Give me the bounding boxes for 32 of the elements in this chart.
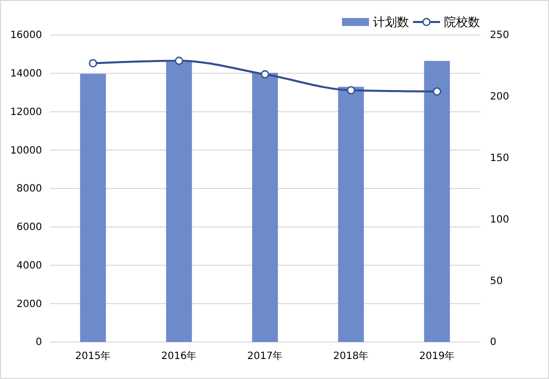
legend-label: 院校数 bbox=[444, 15, 480, 29]
point bbox=[174, 56, 184, 65]
x-tick-label: 2018年 bbox=[333, 350, 369, 362]
point bbox=[346, 86, 356, 94]
y-tick-label: 14000 bbox=[10, 68, 42, 80]
y-tick-label: 4000 bbox=[16, 260, 42, 272]
y-tick-label: 8000 bbox=[16, 184, 42, 195]
y-tick-label: 16000 bbox=[10, 30, 42, 42]
point bbox=[88, 59, 98, 68]
y2-tick-label: 200 bbox=[490, 92, 510, 103]
y2-tick-label: 250 bbox=[490, 30, 510, 42]
y2-tick-label: 50 bbox=[490, 276, 503, 287]
bar bbox=[80, 74, 106, 342]
bar bbox=[338, 86, 364, 342]
legend-label: 计划数 bbox=[373, 15, 409, 29]
y2-tick-label: 100 bbox=[490, 214, 510, 226]
y2-tick-label: 150 bbox=[490, 153, 510, 164]
y-tick-label: 2000 bbox=[16, 298, 42, 310]
y-tick-label: 12000 bbox=[10, 106, 42, 118]
point bbox=[432, 87, 442, 96]
x-tick-label: 2015年 bbox=[75, 350, 111, 362]
x-tick-label: 2016年 bbox=[161, 350, 197, 362]
x-tick-label: 2019年 bbox=[419, 350, 455, 362]
bar bbox=[252, 72, 278, 342]
bar bbox=[166, 62, 192, 342]
y-tick-label: 10000 bbox=[10, 145, 42, 156]
y-tick-label: 0 bbox=[36, 337, 42, 348]
point bbox=[260, 70, 270, 78]
bar bbox=[424, 60, 450, 342]
y-tick-label: 6000 bbox=[16, 222, 42, 234]
y2-tick-label: 0 bbox=[490, 337, 496, 348]
x-tick-label: 2017年 bbox=[247, 350, 283, 362]
